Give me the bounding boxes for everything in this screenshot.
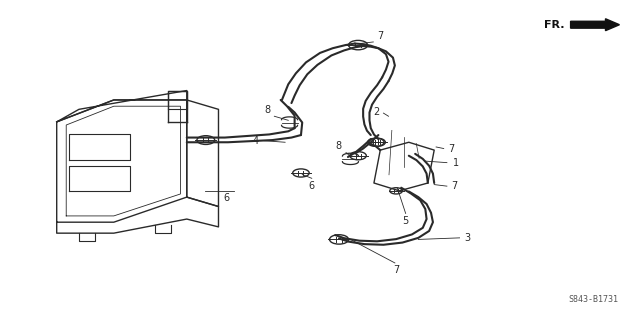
FancyArrow shape (571, 19, 620, 31)
Text: 1: 1 (453, 158, 460, 167)
Text: FR.: FR. (544, 20, 564, 30)
Text: 8: 8 (335, 141, 342, 151)
Text: 7: 7 (448, 144, 454, 153)
Text: 7: 7 (451, 181, 458, 191)
Text: 3: 3 (465, 233, 471, 243)
Text: 7: 7 (393, 264, 399, 275)
Text: 6: 6 (224, 193, 230, 203)
Text: 5: 5 (403, 216, 409, 226)
Text: 4: 4 (252, 136, 259, 146)
Text: 7: 7 (377, 31, 383, 41)
Text: 8: 8 (264, 105, 271, 115)
Text: 2: 2 (373, 108, 380, 117)
Text: 6: 6 (308, 181, 315, 190)
Text: S843-B1731: S843-B1731 (568, 295, 618, 304)
